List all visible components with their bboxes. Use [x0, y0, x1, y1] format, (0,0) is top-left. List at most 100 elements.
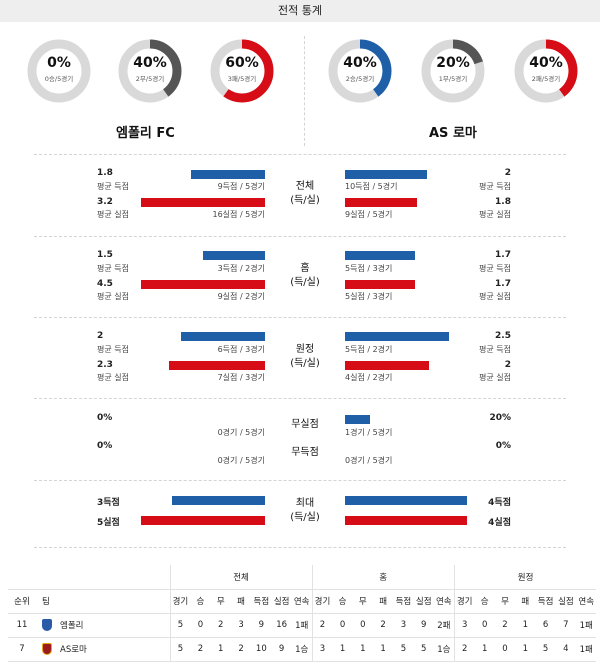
- away-avg-scored-label: 평균 득점: [479, 264, 511, 273]
- away-scored-bar: [345, 332, 449, 341]
- stat-cell: 2: [494, 613, 516, 638]
- home-avg-scored-label: 평균 득점: [97, 264, 129, 273]
- team-divider: [304, 36, 305, 146]
- home-scored-bar-text: 9득점 / 5경기: [217, 182, 265, 191]
- stat-cell: 3: [230, 613, 252, 638]
- stat-cell: 2: [230, 637, 252, 662]
- donut-caption: 1무/5경기: [438, 75, 468, 83]
- col-played: 경기: [169, 589, 191, 614]
- stat-cell: 5: [169, 637, 191, 662]
- stat-cell: 0: [190, 613, 211, 638]
- team-header: 팀: [36, 589, 170, 614]
- away-conceded-bar: [345, 198, 417, 207]
- standings-table: 전체 홈 원정 순위 팀 경기 승 무 패 득점 실점 연속 경기 승 무 패 …: [8, 565, 597, 662]
- blank-cell: [8, 565, 36, 590]
- failed-to-score-title: 무득점: [291, 447, 319, 458]
- stat-cell: 10: [251, 637, 272, 662]
- stat-cell: 5: [535, 637, 556, 662]
- away-failed-to-score-value: 0%: [495, 441, 511, 451]
- col-goals-against: 실점: [555, 589, 577, 614]
- stat-cell: 1: [515, 637, 536, 662]
- donut-arc: [210, 39, 274, 103]
- donut-arc: [328, 39, 392, 103]
- table-row: 7 AS로마 5 2 1 2 10 9 1승 3 1 1 1 5 5 1승 2 …: [8, 637, 597, 662]
- home-scored-bar: [191, 170, 265, 179]
- stat-cell: 5: [169, 613, 191, 638]
- col-loss: 패: [515, 589, 536, 614]
- team-cell: AS로마: [36, 637, 170, 662]
- stat-cell: 1패: [291, 613, 313, 638]
- donut-arc: [421, 39, 485, 103]
- stat-cell: 1승: [433, 637, 455, 662]
- stat-cell: 2패: [433, 613, 455, 638]
- donut-percent: 20%: [436, 55, 470, 71]
- home-scored-bar-text: 3득점 / 2경기: [217, 264, 265, 273]
- away-conceded-bar: [345, 361, 429, 370]
- stat-cell: 1승: [291, 637, 313, 662]
- donut-home-draw: 40% 2무/5경기: [117, 38, 183, 104]
- section-subtitle: (득/실): [290, 512, 320, 523]
- stat-cell: 2: [190, 637, 211, 662]
- group-away: 원정: [453, 565, 597, 590]
- col-streak: 연속: [576, 589, 597, 614]
- home-conceded-bar-text: 9실점 / 2경기: [217, 292, 265, 301]
- col-loss: 패: [372, 589, 394, 614]
- rank-cell: 7: [8, 637, 36, 662]
- col-goals-for: 득점: [393, 589, 414, 614]
- donut-caption: 3패/5경기: [227, 75, 257, 83]
- donut-percent: 40%: [343, 55, 377, 71]
- donut-ring: [421, 39, 485, 103]
- away-conceded-bar-text: 5실점 / 3경기: [345, 292, 393, 301]
- away-scored-bar: [345, 251, 415, 260]
- col-draw: 무: [210, 589, 231, 614]
- away-max-conceded-bar: [345, 516, 467, 525]
- away-max-conceded-value: 4실점: [488, 518, 511, 528]
- stat-cell: 1: [515, 613, 536, 638]
- rank-header: 순위: [8, 589, 36, 614]
- rank-cell: 11: [8, 613, 36, 638]
- away-scored-bar-text: 10득점 / 5경기: [345, 182, 398, 191]
- group-overall: 전체: [169, 565, 313, 590]
- clean-sheet-title: 무실점: [291, 419, 319, 430]
- section-divider: [34, 317, 566, 318]
- stat-cell: 2: [372, 613, 394, 638]
- donut-percent: 60%: [225, 55, 259, 71]
- away-conceded-bar-text: 9실점 / 5경기: [345, 210, 393, 219]
- section-divider: [34, 236, 566, 237]
- away-clean-sheet-value: 20%: [489, 413, 511, 423]
- section-subtitle: (득/실): [290, 277, 320, 288]
- home-conceded-bar-text: 7실점 / 3경기: [217, 373, 265, 382]
- away-avg-scored-value: 1.7: [495, 250, 511, 260]
- team-crest-icon: [42, 619, 52, 632]
- away-max-scored-value: 4득점: [488, 498, 511, 508]
- section-subtitle: (득/실): [290, 195, 320, 206]
- col-draw: 무: [352, 589, 373, 614]
- donut-ring: [118, 39, 182, 103]
- section-divider: [34, 547, 566, 548]
- col-loss: 패: [230, 589, 252, 614]
- home-avg-conceded-value: 4.5: [97, 279, 113, 289]
- team-cell: 엠폴리: [36, 613, 170, 638]
- away-avg-scored-label: 평균 득점: [479, 345, 511, 354]
- home-max-conceded-value: 5실점: [97, 518, 120, 528]
- section-title: 최대: [295, 498, 315, 509]
- home-clean-sheet-value: 0%: [97, 413, 113, 423]
- donut-percent: 0%: [47, 55, 71, 71]
- donut-caption: 2패/5경기: [531, 75, 561, 83]
- stat-cell: 3: [453, 613, 475, 638]
- away-failed-to-score-bar-text: 0경기 / 5경기: [345, 456, 393, 465]
- stat-cell: 9: [413, 613, 434, 638]
- home-avg-scored-value: 2: [97, 331, 104, 341]
- donut-away-draw: 20% 1무/5경기: [420, 38, 486, 104]
- col-win: 승: [474, 589, 495, 614]
- away-avg-conceded-label: 평균 실점: [479, 210, 511, 219]
- home-avg-conceded-value: 2.3: [97, 360, 113, 370]
- col-streak: 연속: [433, 589, 455, 614]
- team-name: 엠폴리: [60, 620, 84, 631]
- header-bar: 전적 통계: [0, 0, 600, 22]
- donut-ring: [210, 39, 274, 103]
- stat-cell: 3: [393, 613, 414, 638]
- stat-cell: 4: [555, 637, 577, 662]
- donut-arc: [118, 39, 182, 103]
- col-win: 승: [332, 589, 353, 614]
